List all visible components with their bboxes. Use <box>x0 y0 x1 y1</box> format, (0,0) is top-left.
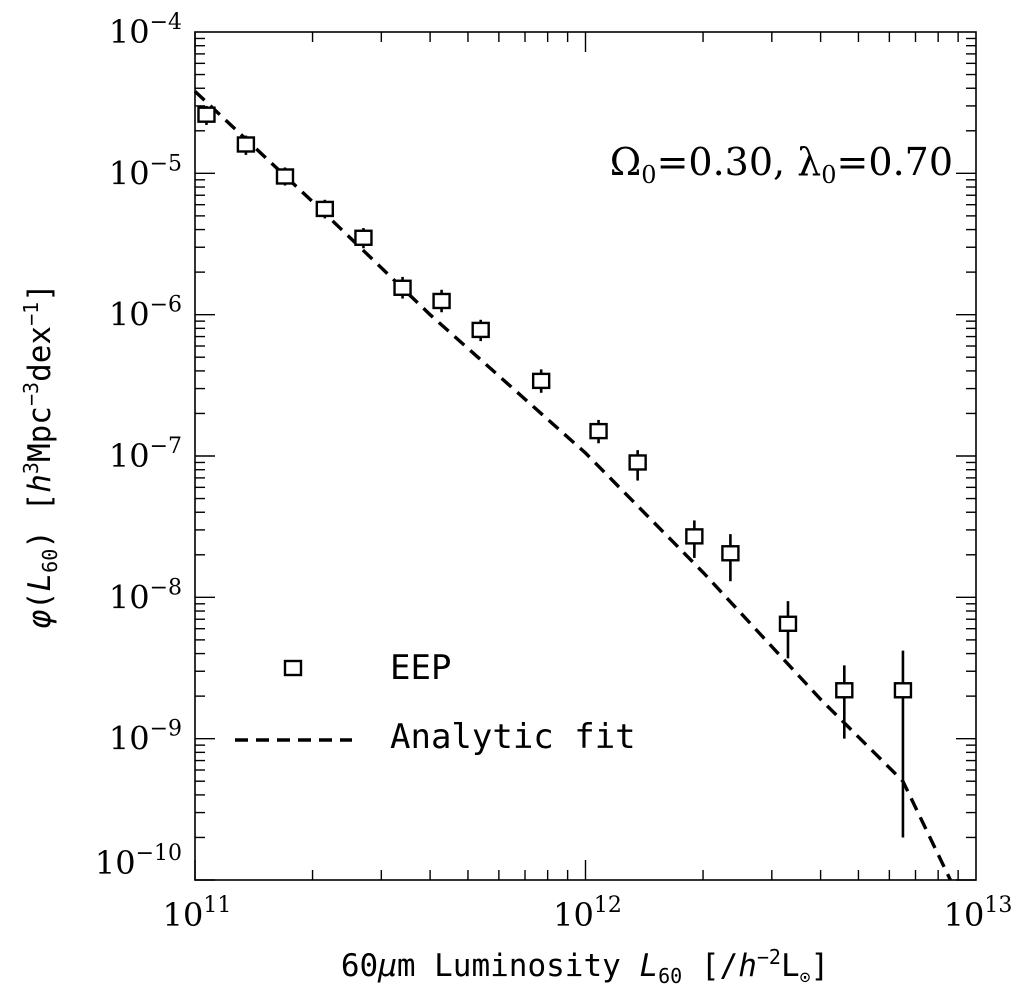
eep-point <box>589 422 608 440</box>
legend: EEP Analytic fit <box>235 648 636 757</box>
y-tick-label: 10−6 <box>109 293 182 334</box>
eep-point <box>721 545 740 562</box>
y-tick-label: 10−9 <box>109 717 182 758</box>
eep-point <box>197 106 216 123</box>
legend-label-eep: EEP <box>390 648 451 688</box>
eep-point <box>275 168 295 185</box>
x-tick-label: 1011 <box>163 893 232 934</box>
y-tick-label: 10−4 <box>109 10 182 51</box>
cosmology-annotation: Ω0=0.30, λ0=0.70 <box>610 140 953 189</box>
legend-label-analytic-fit: Analytic fit <box>390 717 636 757</box>
x-tick-label: 1012 <box>553 893 622 934</box>
points-layer <box>197 105 913 838</box>
tick-labels: 1011 1012 1013 10−4 10−5 10−6 10−7 10−8 10−9 10−1… <box>95 10 1013 934</box>
eep-point <box>471 321 490 339</box>
eep-point <box>685 528 704 545</box>
eep-point <box>236 136 256 153</box>
y-tick-label: 10−5 <box>109 151 182 192</box>
eep-point <box>835 682 854 699</box>
x-tick-label: 1013 <box>944 893 1013 934</box>
fit-layer <box>193 90 952 881</box>
y-tick-label: 10−7 <box>109 434 182 475</box>
x-axis-label: 60μm Luminosity L60 [/h−2L⊙] <box>341 945 829 988</box>
analytic-fit-line <box>193 90 952 881</box>
y-axis-label: φ(L60) [h3Mpc−3dex−1] <box>19 283 62 629</box>
eep-point <box>393 279 412 296</box>
eep-point <box>315 200 335 218</box>
y-tick-label: 10−10 <box>95 841 182 882</box>
eep-point <box>432 292 451 310</box>
eep-point <box>628 454 647 471</box>
eep-point <box>893 682 913 699</box>
y-tick-label: 10−8 <box>109 575 182 616</box>
eep-point <box>354 229 373 246</box>
eep-point <box>778 615 798 632</box>
legend-marker-square <box>283 659 303 677</box>
eep-point <box>531 372 551 390</box>
ticks <box>194 32 976 881</box>
